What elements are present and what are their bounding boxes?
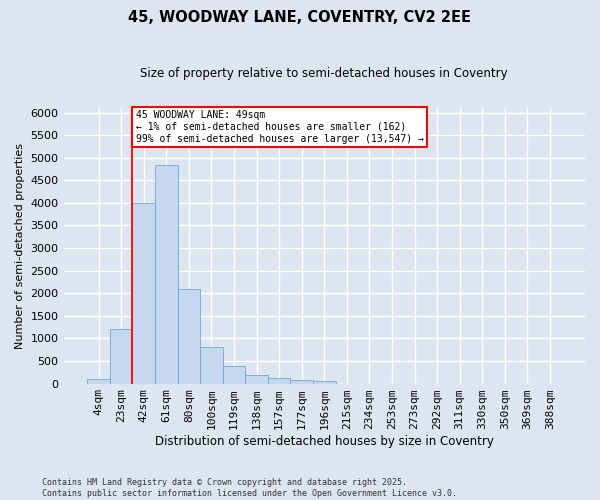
Bar (268, 378, 290, 384)
Text: Contains HM Land Registry data © Crown copyright and database right 2025.
Contai: Contains HM Land Registry data © Crown c… (42, 478, 457, 498)
Bar (223, 366, 245, 384)
Bar (133, 203, 155, 384)
Bar (110, 330, 133, 384)
Text: 45, WOODWAY LANE, COVENTRY, CV2 2EE: 45, WOODWAY LANE, COVENTRY, CV2 2EE (128, 10, 472, 25)
Title: Size of property relative to semi-detached houses in Coventry: Size of property relative to semi-detach… (140, 68, 508, 80)
Text: 45 WOODWAY LANE: 49sqm
← 1% of semi-detached houses are smaller (162)
99% of sem: 45 WOODWAY LANE: 49sqm ← 1% of semi-deta… (136, 110, 424, 144)
Bar (245, 374, 268, 384)
Bar (313, 382, 335, 384)
Y-axis label: Number of semi-detached properties: Number of semi-detached properties (15, 143, 25, 349)
Bar (290, 380, 313, 384)
Bar (200, 348, 223, 384)
Bar (178, 288, 200, 384)
Bar (87, 379, 110, 384)
X-axis label: Distribution of semi-detached houses by size in Coventry: Distribution of semi-detached houses by … (155, 434, 494, 448)
Bar (155, 164, 178, 384)
